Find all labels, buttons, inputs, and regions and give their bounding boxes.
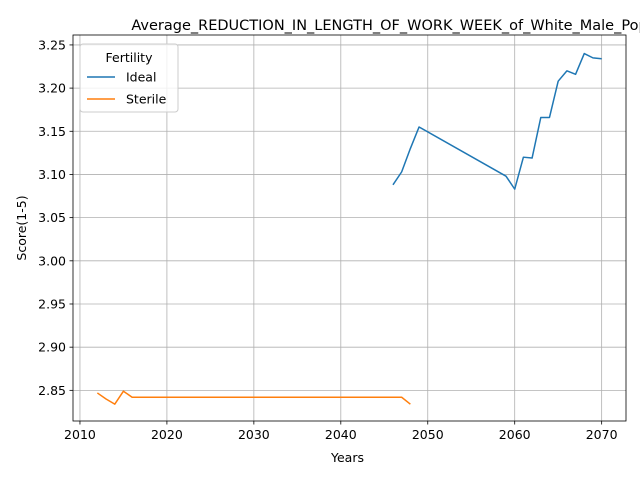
y-tick-label: 3.10 — [38, 167, 66, 182]
x-tick-label: 2040 — [325, 427, 357, 442]
y-tick-label: 3.00 — [38, 253, 66, 268]
x-axis-ticks: 2010 2020 2030 2040 2050 2060 2070 — [64, 421, 618, 442]
x-tick-label: 2030 — [238, 427, 270, 442]
series-line-ideal — [392, 52, 602, 190]
series-line-sterile — [96, 390, 411, 405]
y-tick-label: 2.85 — [38, 383, 66, 398]
y-axis-ticks: 2.85 2.90 2.95 3.00 3.05 3.10 3.15 3.20 3.25 — [38, 37, 73, 398]
x-tick-label: 2050 — [412, 427, 444, 442]
legend-entries: Ideal Sterile — [87, 70, 167, 107]
y-tick-label: 3.15 — [38, 124, 66, 139]
series-lines — [96, 52, 602, 405]
legend-title: Fertility — [106, 50, 154, 65]
legend-box — [79, 43, 179, 113]
x-tick-label: 2060 — [499, 427, 531, 442]
y-tick-label: 2.90 — [38, 340, 66, 355]
plot-area-frame — [72, 34, 627, 422]
y-tick-label: 3.25 — [38, 37, 66, 52]
y-tick-label: 2.95 — [38, 296, 66, 311]
x-tick-label: 2070 — [586, 427, 618, 442]
x-tick-label: 2020 — [151, 427, 183, 442]
x-tick-label: 2010 — [64, 427, 96, 442]
grid-lines — [73, 35, 626, 421]
chart-title: Average_REDUCTION_IN_LENGTH_OF_WORK_WEEK… — [131, 18, 640, 34]
y-axis-title: Score(1-5) — [14, 195, 29, 260]
y-tick-label: 3.05 — [38, 210, 66, 225]
y-tick-label: 3.20 — [38, 81, 66, 96]
x-axis-title: Years — [330, 450, 364, 465]
legend-label-sterile: Sterile — [126, 92, 167, 107]
legend-label-ideal: Ideal — [126, 70, 156, 85]
legend: Fertility Ideal Sterile — [79, 43, 179, 113]
